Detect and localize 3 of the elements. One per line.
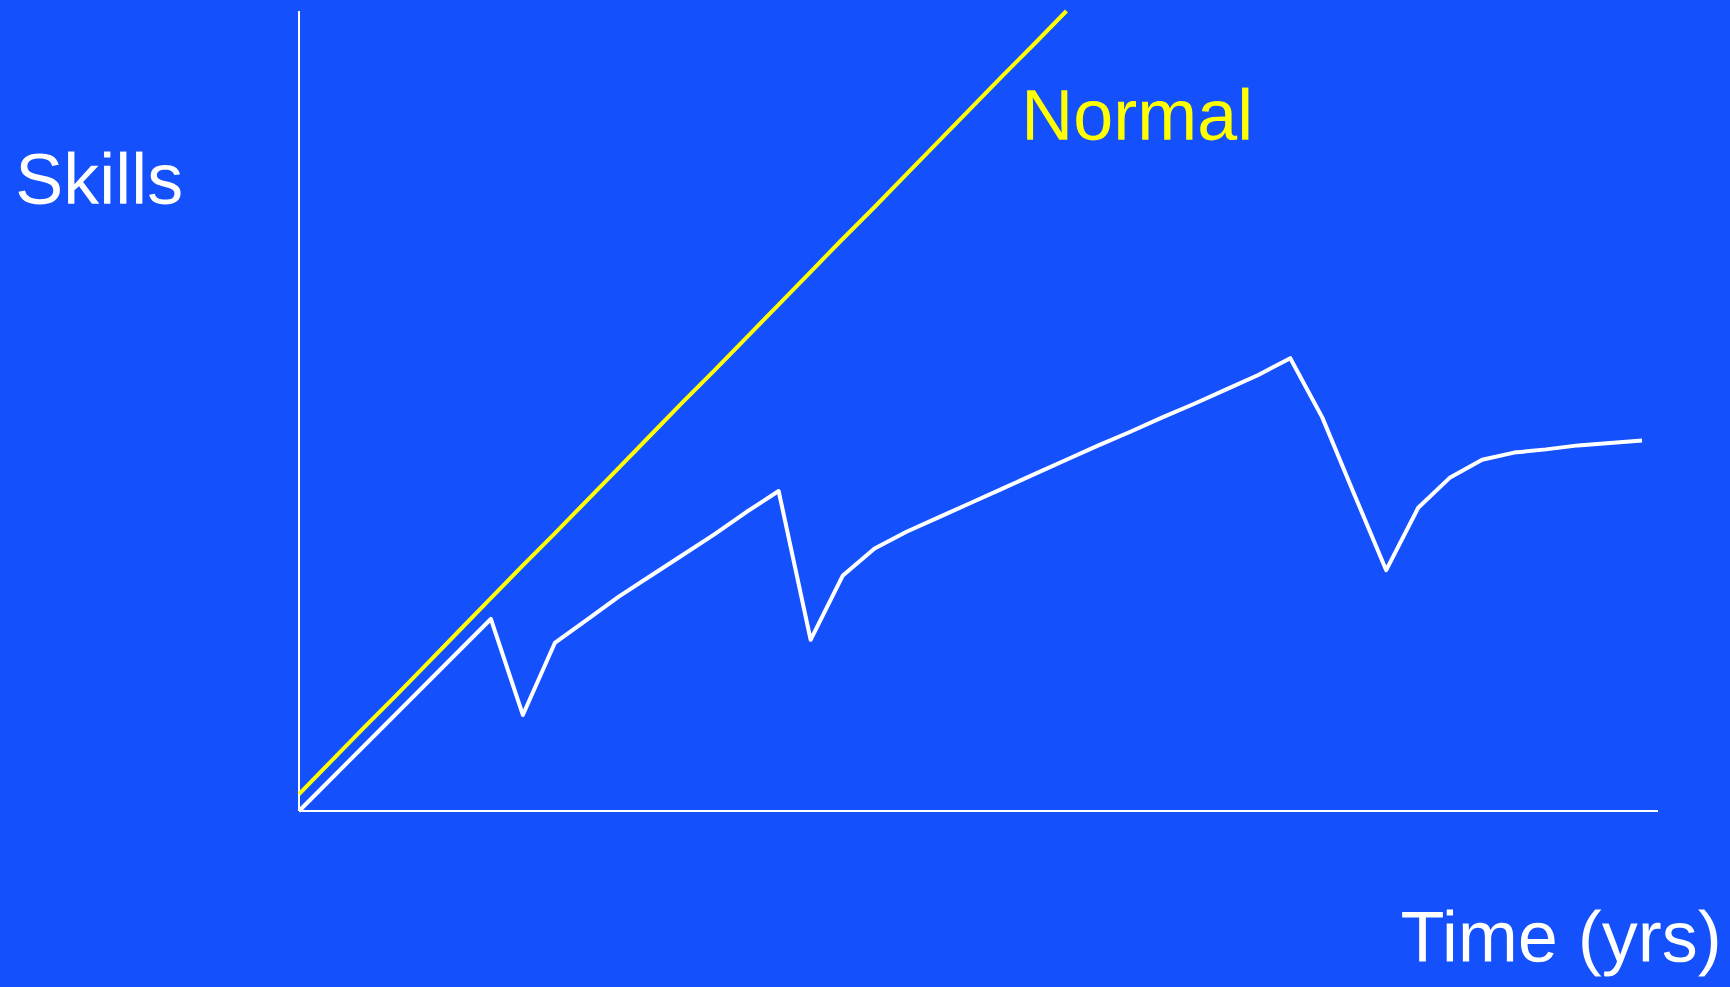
- x-axis-title: Time (yrs): [1402, 909, 1718, 977]
- series-label: Normal: [1027, 87, 1249, 141]
- y-axis-title: Skills: [18, 151, 181, 205]
